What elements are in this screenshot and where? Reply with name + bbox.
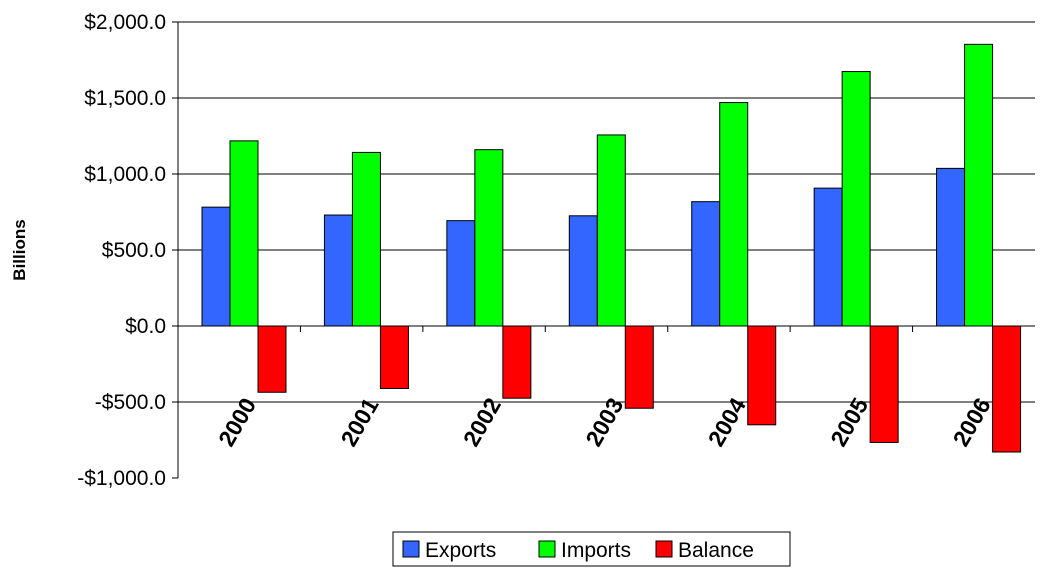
bar-balance-2005	[869, 325, 899, 443]
bar-imports-2005	[841, 71, 871, 327]
bar-balance-2001	[379, 325, 409, 389]
y-tick-label: -$1,000.0	[77, 467, 166, 490]
bar-exports-2005	[813, 187, 843, 327]
legend-box	[392, 531, 791, 567]
y-tick-label: $1,000.0	[84, 163, 166, 186]
legend: Exports Imports Balance	[392, 531, 791, 567]
bar-balance-2004	[747, 325, 777, 426]
bars	[201, 43, 1022, 453]
legend-swatch-exports	[402, 540, 420, 558]
bar-balance-2003	[624, 325, 654, 409]
legend-label-balance: Balance	[678, 539, 754, 562]
bar-exports-2002	[446, 220, 476, 327]
bar-exports-2004	[691, 201, 721, 327]
y-tick-label: $1,500.0	[84, 87, 166, 110]
bar-imports-2001	[351, 151, 381, 327]
legend-swatch-balance	[655, 540, 673, 558]
bar-imports-2003	[596, 134, 626, 327]
y-axis-label: Billions	[10, 219, 29, 280]
bar-exports-2006	[936, 167, 966, 327]
bar-imports-2004	[719, 102, 749, 327]
legend-swatch-imports	[538, 540, 556, 558]
bar-balance-2000	[257, 325, 287, 393]
bar-exports-2003	[568, 215, 598, 327]
bar-imports-2002	[474, 149, 504, 327]
bar-balance-2002	[502, 325, 532, 399]
bar-exports-2001	[323, 214, 353, 327]
legend-label-imports: Imports	[561, 539, 631, 562]
y-tick-labels: $2,000.0 $1,500.0 $1,000.0 $500.0 $0.0 -$500.…	[77, 11, 166, 490]
y-tick-label: -$500.0	[95, 391, 166, 414]
legend-label-exports: Exports	[425, 539, 496, 562]
y-tick-label: $0.0	[125, 315, 166, 338]
bar-imports-2006	[964, 43, 994, 327]
bar-exports-2000	[201, 206, 231, 327]
bar-imports-2000	[229, 140, 259, 327]
axes	[172, 21, 1035, 479]
y-tick-label: $500.0	[102, 239, 166, 262]
y-tick-label: $2,000.0	[84, 11, 166, 34]
bar-balance-2006	[992, 325, 1022, 453]
